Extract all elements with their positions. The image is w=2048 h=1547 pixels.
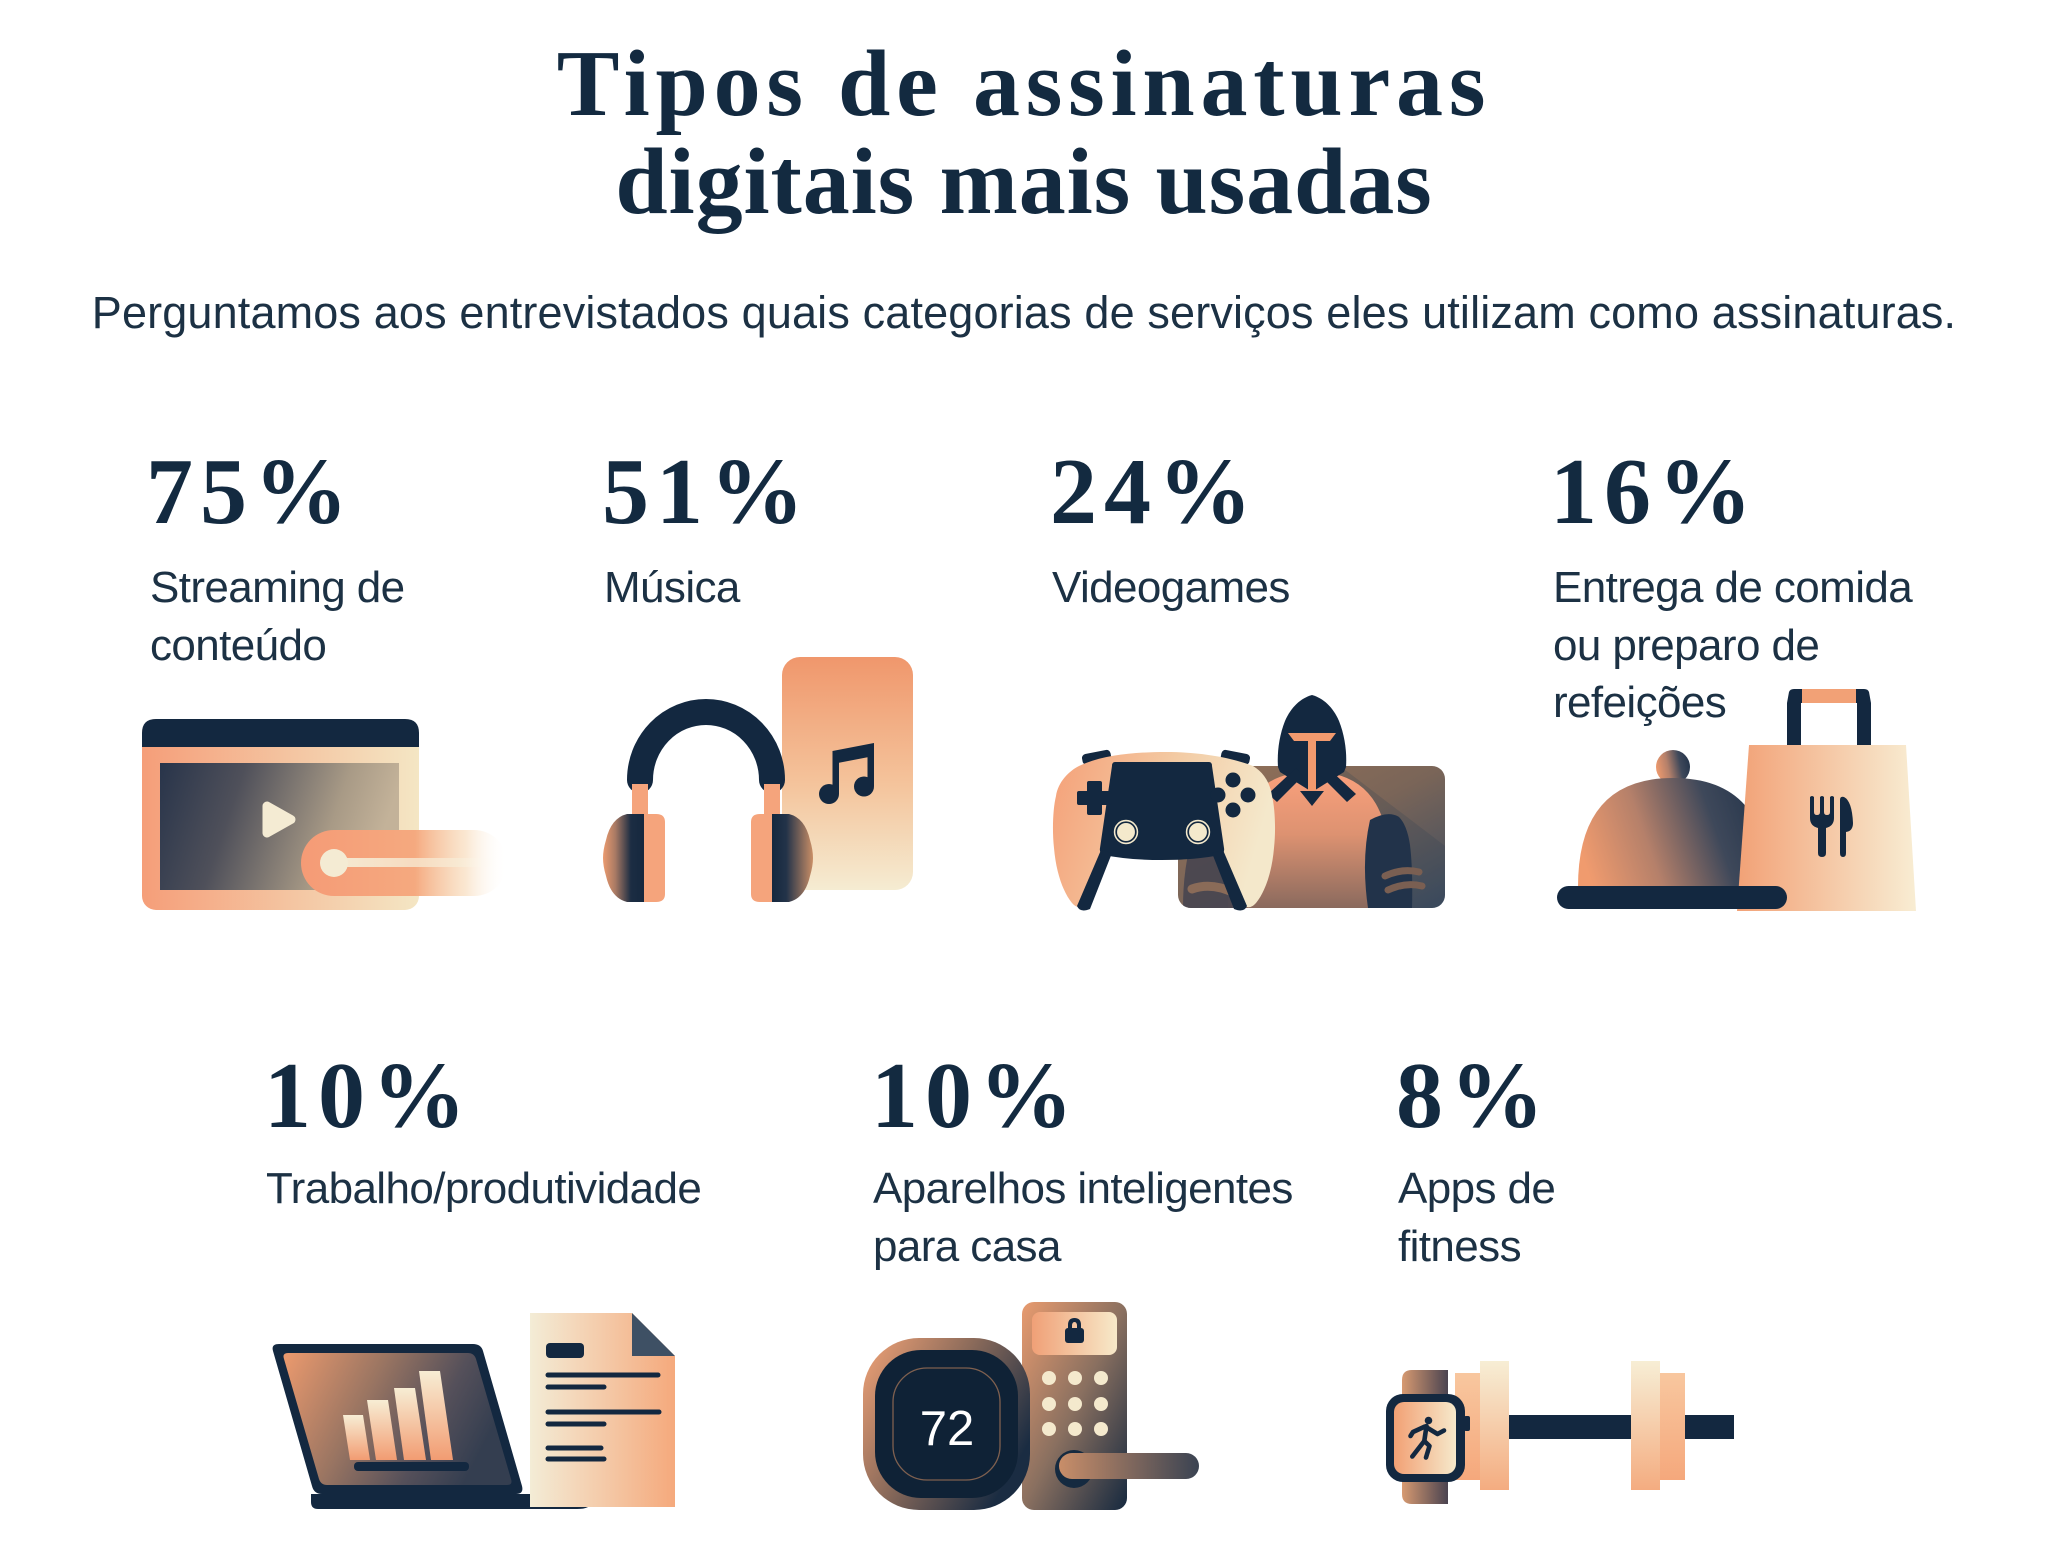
svg-text:72: 72 [920,1402,975,1456]
